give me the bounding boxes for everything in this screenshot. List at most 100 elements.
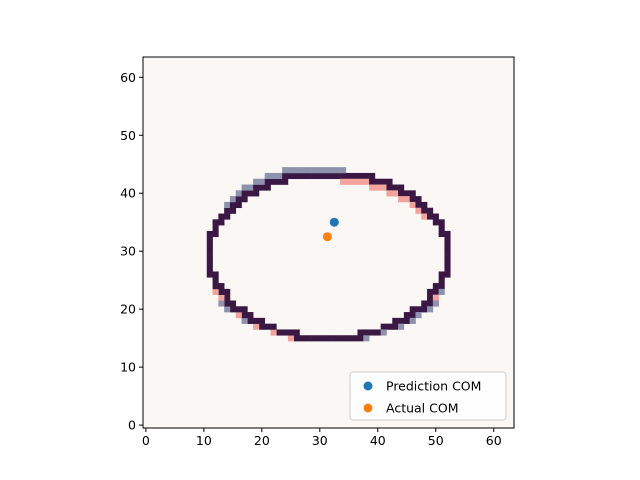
- contour-pixel: [282, 172, 289, 180]
- contour-pixel: [438, 225, 445, 232]
- contour-pixel: [415, 306, 422, 313]
- y-tick-label: 40: [120, 186, 136, 201]
- contour-pixel: [409, 196, 416, 203]
- contour-pixel: [218, 288, 225, 295]
- contour-pixel: [241, 184, 248, 191]
- contour-pixel: [229, 306, 237, 313]
- contour-pixel: [212, 288, 219, 295]
- contour-pixel: [398, 317, 405, 324]
- contour-pixel: [345, 178, 352, 185]
- contour-pixel: [357, 335, 364, 342]
- contour-pixel: [316, 167, 324, 174]
- contour-pixel: [380, 178, 387, 185]
- contour-pixel: [264, 184, 271, 191]
- x-tick-label: 10: [196, 433, 212, 448]
- contour-pixel: [212, 225, 219, 232]
- contour-pixel: [363, 178, 370, 185]
- contour-pixel: [357, 178, 364, 185]
- contour-pixel: [299, 172, 306, 180]
- contour-pixel: [206, 259, 213, 266]
- x-tick-label: 30: [312, 433, 328, 448]
- actual-com-point: [322, 232, 332, 242]
- contour-pixel: [212, 230, 219, 238]
- contour-pixel: [363, 172, 370, 180]
- contour-pixel: [322, 172, 329, 180]
- contour-pixel: [247, 184, 254, 191]
- contour-pixel: [282, 178, 289, 185]
- contour-pixel: [444, 230, 451, 238]
- contour-pixel: [409, 201, 416, 209]
- contour-pixel: [340, 167, 347, 174]
- contour-pixel: [311, 335, 318, 342]
- contour-pixel: [212, 271, 219, 278]
- contour-pixel: [386, 184, 393, 191]
- contour-pixel: [299, 167, 306, 174]
- contour-pixel: [206, 230, 213, 238]
- x-tick-label: 0: [142, 433, 150, 448]
- contour-pixel: [432, 283, 439, 290]
- contour-pixel: [293, 167, 300, 174]
- contour-pixel: [444, 265, 451, 272]
- contour-pixel: [270, 329, 277, 336]
- contour-pixel: [224, 294, 231, 301]
- contour-pixel: [322, 167, 329, 174]
- contour-pixel: [438, 271, 445, 278]
- axes-frame: [142, 56, 515, 429]
- contour-pixel: [369, 178, 376, 185]
- contour-pixel: [421, 213, 428, 220]
- contour-pixel: [299, 335, 306, 342]
- contour-pixel: [432, 219, 439, 226]
- contour-pixel: [218, 294, 225, 301]
- contour-pixel: [328, 167, 335, 174]
- y-tick-label: 30: [120, 244, 136, 259]
- contour-pixel: [229, 207, 237, 214]
- contour-pixel: [264, 178, 271, 185]
- contour-pixel: [340, 172, 347, 180]
- contour-pixel: [444, 259, 451, 266]
- contour-pixel: [380, 329, 387, 336]
- contour-pixel: [316, 172, 324, 180]
- contour-pixel: [258, 317, 266, 324]
- contour-pixel: [293, 329, 300, 336]
- contour-pixel: [392, 317, 399, 324]
- contour-pixel: [380, 184, 387, 191]
- contour-pixel: [235, 312, 242, 319]
- contour-pixel: [345, 172, 352, 180]
- contour-pixel: [340, 335, 347, 342]
- contour-pixel: [276, 178, 283, 185]
- contour-pixel: [374, 178, 381, 185]
- contour-pixel: [386, 178, 393, 185]
- contour-pixel: [258, 178, 266, 185]
- contour-pixel: [386, 190, 393, 197]
- x-tick-label: 50: [428, 433, 444, 448]
- contour-pixel: [444, 271, 451, 278]
- contour-pixel: [403, 190, 410, 197]
- contour-pixel: [345, 335, 352, 342]
- contour-pixel: [305, 167, 312, 174]
- com-points: [322, 217, 339, 242]
- contour-pixel: [374, 184, 381, 191]
- contour-pixel: [287, 329, 295, 336]
- contour-pixel: [386, 323, 393, 330]
- contour-pixel: [415, 312, 422, 319]
- contour-pixel: [421, 207, 428, 214]
- contour-pixel: [253, 178, 260, 185]
- legend: Prediction COM Actual COM: [349, 371, 507, 421]
- contour-pixel: [444, 254, 451, 261]
- contour-pixel: [357, 329, 364, 336]
- contour-pixel: [247, 190, 254, 197]
- contour-pixel: [363, 329, 370, 336]
- y-tick-label: 60: [120, 70, 136, 85]
- contour-pixel: [264, 172, 271, 180]
- contour-pixel: [438, 283, 445, 290]
- contour-pixel: [351, 178, 358, 185]
- contour-pixel: [235, 306, 242, 313]
- contour-pixel: [218, 283, 225, 290]
- contour-pixel: [206, 265, 213, 272]
- contour-pixel: [229, 201, 237, 209]
- contour-pixel: [206, 271, 213, 278]
- contour-pixel: [212, 283, 219, 290]
- contour-pixel: [438, 288, 445, 295]
- x-tick-label: 40: [370, 433, 386, 448]
- contour-pixel: [224, 300, 231, 307]
